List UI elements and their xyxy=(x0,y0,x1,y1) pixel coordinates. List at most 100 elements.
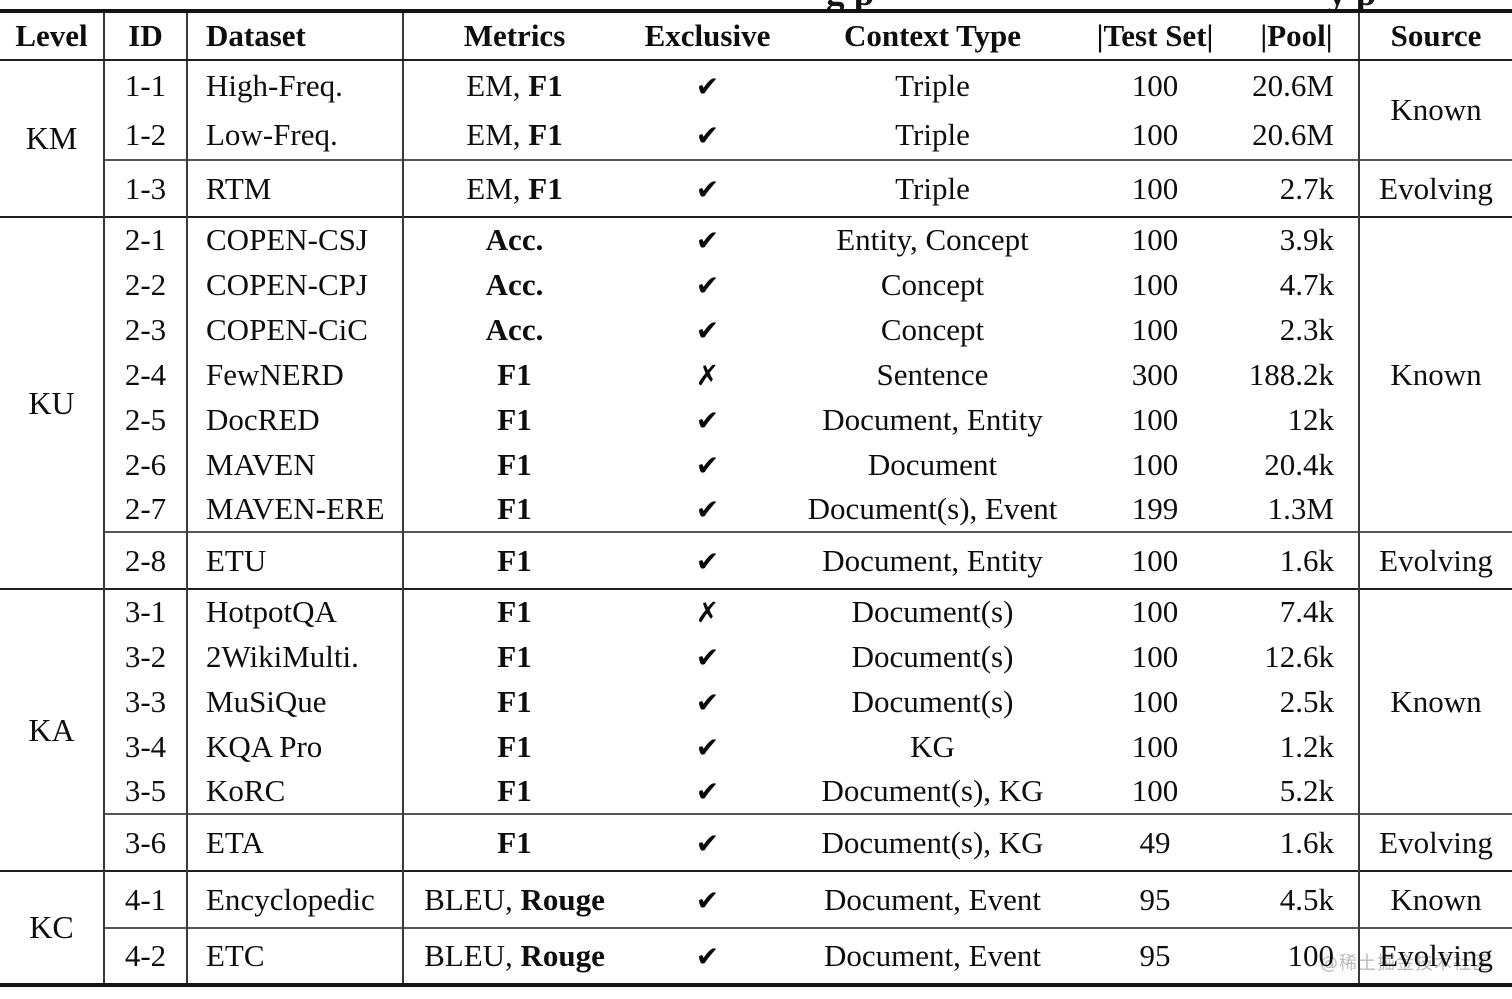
dataset-cell: RTM xyxy=(186,159,403,217)
dataset-cell: Encyclopedic xyxy=(186,870,403,928)
metrics-cell: F1 xyxy=(402,769,625,814)
column-header-level: Level xyxy=(0,9,104,61)
test-set-cell: 100 xyxy=(1131,683,1179,719)
id-cell: 3-5 xyxy=(103,769,187,814)
dataset-cell: COPEN-CiC xyxy=(186,307,403,352)
exclusive-cell: ✔ xyxy=(625,679,790,724)
metric-bold: F1 xyxy=(528,116,563,152)
pool-cell: 12.6k xyxy=(1264,638,1334,674)
dataset-cell: Low-Freq. xyxy=(186,110,403,160)
table-row: KM 1-1 High-Freq. EM, F1 ✔ Triple 100 20.6M Know… xyxy=(0,60,1512,160)
id-cell: 3-1 xyxy=(103,588,187,634)
exclusive-cell: ✔ xyxy=(625,927,790,987)
id-cell: 2-2 xyxy=(103,262,187,307)
context-type-cell: Triple xyxy=(895,67,970,103)
check-icon: ✔ xyxy=(695,640,720,674)
metrics-cell: BLEU, Rouge xyxy=(402,927,625,987)
column-header-pool: |Pool| xyxy=(1235,9,1359,61)
pool-cell: 5.2k xyxy=(1279,773,1334,808)
context-type-cell: Document(s) xyxy=(790,588,1075,634)
exclusive-cell: ✔ xyxy=(625,262,790,307)
pool-cell: 20.4k xyxy=(1264,446,1334,482)
context-type-cell: Document, Entity xyxy=(822,401,1043,437)
metrics-cell: F1 xyxy=(402,679,625,724)
source-cell: Known xyxy=(1358,588,1512,814)
context-type-cell: Document xyxy=(867,446,998,482)
pool-cell: 7.4k xyxy=(1235,588,1359,634)
metrics-cell: F1 xyxy=(402,442,625,487)
pool-cell: 2.7k xyxy=(1235,159,1359,217)
metrics-cell: BLEU, Rouge xyxy=(402,870,625,928)
metric-bold: F1 xyxy=(497,683,532,719)
id-cell: 2-6 xyxy=(103,442,187,487)
context-type-cell: Document(s) xyxy=(851,638,1014,674)
context-type-cell: Sentence xyxy=(876,356,989,392)
dataset-cell: KQA Pro xyxy=(186,724,403,769)
header-row: Level ID Dataset Metrics Exclusive Conte… xyxy=(0,9,1512,61)
context-type-cell: Triple xyxy=(790,159,1075,217)
test-set-cell: 100 xyxy=(1075,216,1235,262)
dataset-cell: COPEN-CSJ xyxy=(186,216,403,262)
metrics-cell: F1 xyxy=(402,724,625,769)
metrics-cell: Acc. xyxy=(402,262,625,307)
table-row: 2-5 DocRED F1 ✔ Document, Entity 100 12k xyxy=(0,397,1512,442)
source-cell: Evolving xyxy=(1358,531,1512,589)
column-header-metrics: Metrics xyxy=(402,9,625,61)
level-cell: KM xyxy=(25,120,78,156)
test-set-cell: 300 xyxy=(1131,356,1179,392)
column-header-context-type: Context Type xyxy=(790,9,1075,61)
source-cell: Evolving xyxy=(1358,927,1512,987)
caption-fragment: g p xyxy=(826,0,874,9)
test-set-cell: 100 xyxy=(1131,773,1179,808)
context-type-cell: Document, Event xyxy=(790,927,1075,987)
metrics-cell: EM, F1 xyxy=(402,60,625,110)
metrics-cell: Acc. xyxy=(402,307,625,352)
test-set-cell: 100 xyxy=(1131,67,1179,103)
dataset-cell: High-Freq. xyxy=(186,60,403,110)
dataset-cell: MAVEN-ERE xyxy=(186,487,403,532)
pool-cell: 4.7k xyxy=(1279,266,1334,302)
level-cell: KC xyxy=(0,870,104,987)
exclusive-cell: ✔ xyxy=(625,724,790,769)
exclusive-cell: ✔ xyxy=(625,159,790,217)
metric-plain: EM, xyxy=(466,67,529,103)
metrics-cell: EM, F1 xyxy=(402,110,625,160)
column-header-source: Source xyxy=(1358,9,1512,61)
metric-bold: Rouge xyxy=(520,881,605,917)
id-cell: 4-2 xyxy=(103,927,187,987)
metric-bold: F1 xyxy=(497,728,532,764)
metric-plain: EM, xyxy=(466,170,529,206)
table-row: 3-5 KoRC F1 ✔ Document(s), KG 100 5.2k xyxy=(0,769,1512,814)
dataset-cell: ETC xyxy=(186,927,403,987)
table-row: KA 3-1 HotpotQA F1 ✗ Document(s) 100 7.4k Known xyxy=(0,588,1512,871)
id-cell: 2-3 xyxy=(103,307,187,352)
metrics-cell: F1 xyxy=(402,397,625,442)
metric-bold: F1 xyxy=(497,773,532,808)
test-set-cell: 95 xyxy=(1075,927,1235,987)
source-cell: Known xyxy=(1358,870,1512,928)
test-set-cell: 100 xyxy=(1131,638,1179,674)
metric-plain: EM, xyxy=(466,116,529,152)
check-icon: ✔ xyxy=(695,313,720,347)
context-type-cell: Document, Event xyxy=(790,870,1075,928)
exclusive-cell: ✔ xyxy=(625,531,790,589)
test-set-cell: 100 xyxy=(1075,588,1235,634)
exclusive-cell: ✗ xyxy=(625,588,790,634)
cropped-caption-line: g p y p xyxy=(0,0,1512,9)
metric-bold: F1 xyxy=(497,542,532,578)
table-row: 1-3 RTM EM, F1 ✔ Triple 100 2.7k Evolving xyxy=(0,159,1512,217)
metric-bold: F1 xyxy=(497,594,532,629)
check-icon: ✔ xyxy=(695,403,720,437)
check-icon: ✔ xyxy=(695,883,720,917)
pool-cell: 1.6k xyxy=(1235,531,1359,589)
benchmark-table: Level ID Dataset Metrics Exclusive Conte… xyxy=(0,9,1512,987)
source-cell: Known xyxy=(1358,216,1512,532)
id-cell: 1-2 xyxy=(103,110,187,160)
check-icon: ✔ xyxy=(695,685,720,719)
metric-bold: F1 xyxy=(497,491,532,526)
table-row: 2-2 COPEN-CPJ Acc. ✔ Concept 100 4.7k xyxy=(0,262,1512,307)
exclusive-cell: ✔ xyxy=(625,397,790,442)
pool-cell: 188.2k xyxy=(1248,356,1334,392)
column-header-dataset: Dataset xyxy=(186,9,403,61)
